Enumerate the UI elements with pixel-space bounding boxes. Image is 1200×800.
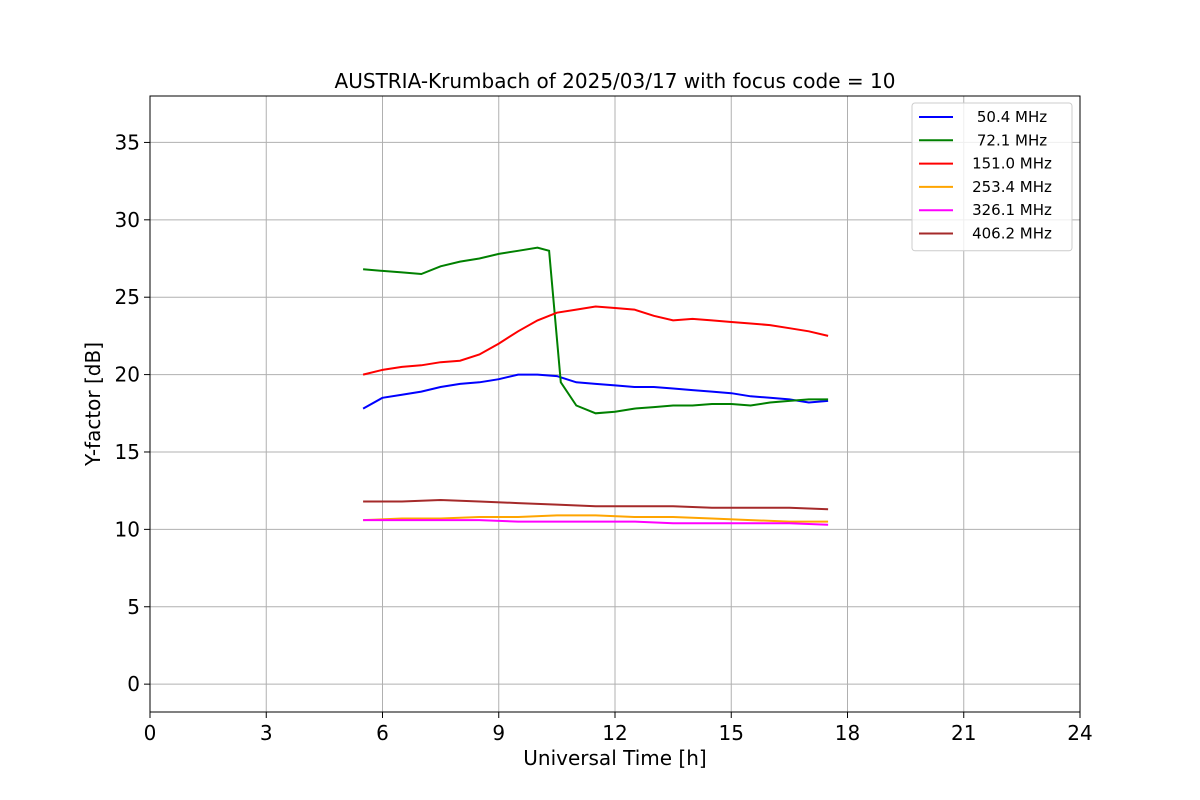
y-axis-label: Y-factor [dB] (81, 342, 105, 467)
x-tick-label: 18 (835, 721, 860, 745)
y-tick-label: 35 (115, 130, 140, 154)
series-line-0 (362, 373, 829, 410)
y-tick-label: 5 (127, 595, 140, 619)
legend-label: 151.0 MHz (972, 155, 1052, 173)
y-tick-label: 10 (115, 517, 140, 541)
y-tick-label: 0 (127, 672, 140, 696)
series-line-2 (362, 305, 829, 376)
x-axis-label: Universal Time [h] (523, 746, 706, 770)
x-tick-label: 21 (951, 721, 976, 745)
series-line-4 (363, 519, 829, 526)
x-tick-label: 24 (1067, 721, 1092, 745)
x-tick-label: 9 (492, 721, 505, 745)
chart-title: AUSTRIA-Krumbach of 2025/03/17 with focu… (335, 69, 896, 93)
legend-label: 72.1 MHz (977, 131, 1047, 149)
tick-layer: 0 3 6 9 12 15 18 21 24 0 5 10 15 20 25 30 35 (115, 130, 1093, 745)
x-tick-label: 6 (376, 721, 389, 745)
y-tick-label: 25 (115, 285, 140, 309)
x-tick-label: 12 (602, 721, 627, 745)
legend-label: 50.4 MHz (977, 108, 1047, 126)
x-tick-label: 15 (719, 721, 744, 745)
series-line-3 (363, 514, 829, 523)
y-tick-label: 30 (115, 208, 140, 232)
series-line-5 (363, 498, 829, 511)
legend-label: 406.2 MHz (972, 225, 1052, 243)
legend-label: 326.1 MHz (972, 201, 1052, 219)
series-layer (362, 246, 829, 526)
legend: 50.4 MHz 72.1 MHz 151.0 MHz 253.4 MHz 326.1 … (911, 102, 1073, 252)
x-tick-label: 3 (260, 721, 273, 745)
legend-label: 253.4 MHz (972, 178, 1052, 196)
y-tick-label: 15 (115, 440, 140, 464)
x-tick-label: 0 (144, 721, 157, 745)
y-tick-label: 20 (115, 363, 140, 387)
series-line-1 (363, 246, 829, 415)
